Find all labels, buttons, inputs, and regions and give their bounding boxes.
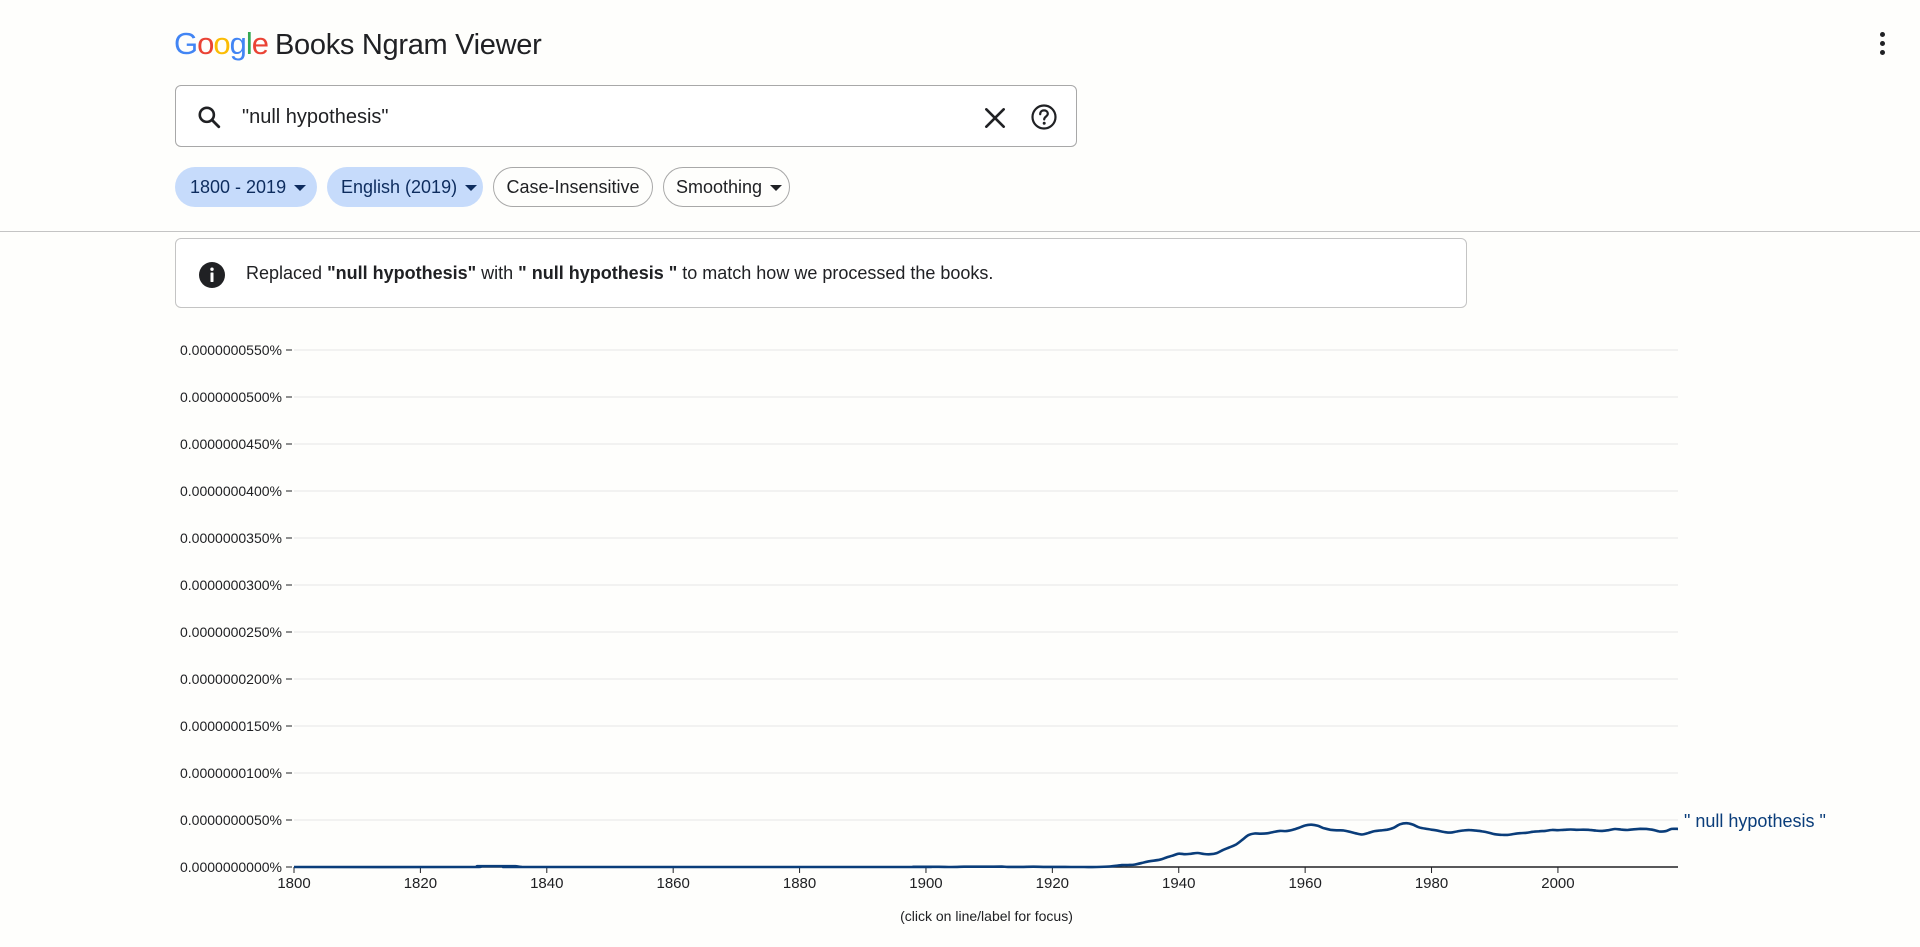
google-logo: Google: [174, 26, 269, 62]
x-tick-label: 1840: [530, 875, 563, 892]
logo-letter: g: [229, 26, 247, 61]
logo-letter: e: [251, 26, 269, 61]
y-tick-label: 0.0000000300%: [180, 577, 282, 593]
search-input[interactable]: [242, 100, 842, 134]
dot: [1879, 49, 1885, 55]
y-tick-label: 0.0000000000%: [180, 859, 282, 875]
chart-focus-hint: (click on line/label for focus): [900, 908, 1073, 924]
y-tick-label: 0.0000000350%: [180, 530, 282, 546]
x-tick-label: 1800: [277, 875, 310, 892]
logo-letter: o: [213, 26, 230, 61]
chevron-down-icon: [465, 185, 478, 191]
query-replacement-notice: Replaced "null hypothesis" with " null h…: [175, 238, 1467, 308]
x-tick-label: 1940: [1162, 875, 1195, 892]
close-icon[interactable]: [982, 105, 1008, 131]
smoothing-label: Smoothing: [676, 176, 763, 197]
y-tick-label: 0.0000000100%: [180, 765, 282, 781]
ngram-chart-svg: 0.0000000000% 0.0000000050% 0.0000000100% 0…: [180, 342, 1826, 892]
x-tick-label: 1980: [1415, 875, 1448, 892]
smoothing-dropdown[interactable]: Smoothing: [663, 167, 790, 207]
google-books-logo[interactable]: Google Books Ngram Viewer: [174, 26, 542, 62]
x-tick-label: 1920: [1036, 875, 1069, 892]
notice-replacement-query: " null hypothesis ": [518, 263, 678, 283]
y-tick-label: 0.0000000500%: [180, 389, 282, 405]
corpus-dropdown[interactable]: English (2019): [327, 167, 483, 207]
info-icon: [199, 262, 225, 288]
year-range-dropdown[interactable]: 1800 - 2019: [175, 167, 317, 207]
x-tick-label: 1880: [783, 875, 816, 892]
chevron-down-icon: [294, 185, 307, 191]
ngram-chart: 0.0000000000% 0.0000000050% 0.0000000100% 0…: [0, 330, 1920, 947]
x-tick-label: 1900: [909, 875, 942, 892]
corpus-label: English (2019): [341, 176, 458, 197]
notice-prefix: Replaced: [246, 263, 328, 283]
dot: [1879, 40, 1885, 46]
help-circle-icon[interactable]: [1030, 103, 1058, 131]
year-range-label: 1800 - 2019: [190, 176, 287, 197]
y-tick-label: 0.0000000200%: [180, 671, 282, 687]
case-insensitive-toggle[interactable]: Case-Insensitive: [493, 167, 653, 207]
y-tick-label: 0.0000000150%: [180, 718, 282, 734]
y-tick-label: 0.0000000450%: [180, 436, 282, 452]
logo-letter: l: [245, 26, 253, 61]
y-tick-label: 0.0000000400%: [180, 483, 282, 499]
notice-middle: with: [476, 263, 519, 283]
logo-letter: G: [174, 26, 198, 61]
chevron-down-icon: [770, 185, 783, 191]
y-tick-label: 0.0000000550%: [180, 342, 282, 358]
dot: [1879, 31, 1885, 37]
search-box: [175, 85, 1077, 147]
logo-letter: o: [197, 26, 214, 61]
notice-text: Replaced "null hypothesis" with " null h…: [246, 263, 993, 284]
x-tick-label: 1820: [404, 875, 437, 892]
case-insensitive-label: Case-Insensitive: [506, 176, 640, 197]
search-icon[interactable]: [196, 104, 222, 130]
x-tick-label: 2000: [1541, 875, 1574, 892]
x-tick-label: 1860: [656, 875, 689, 892]
y-tick-label: 0.0000000250%: [180, 624, 282, 640]
series-line[interactable]: [293, 821, 1679, 869]
series-label[interactable]: " null hypothesis ": [1684, 811, 1826, 831]
app-title: Books Ngram Viewer: [275, 29, 542, 61]
more-options-icon[interactable]: [1870, 28, 1894, 58]
x-tick-label: 1960: [1288, 875, 1321, 892]
y-tick-label: 0.0000000050%: [180, 812, 282, 828]
notice-suffix: to match how we processed the books.: [677, 263, 994, 283]
notice-original-query: "null hypothesis": [327, 263, 477, 283]
divider: [0, 231, 1920, 232]
